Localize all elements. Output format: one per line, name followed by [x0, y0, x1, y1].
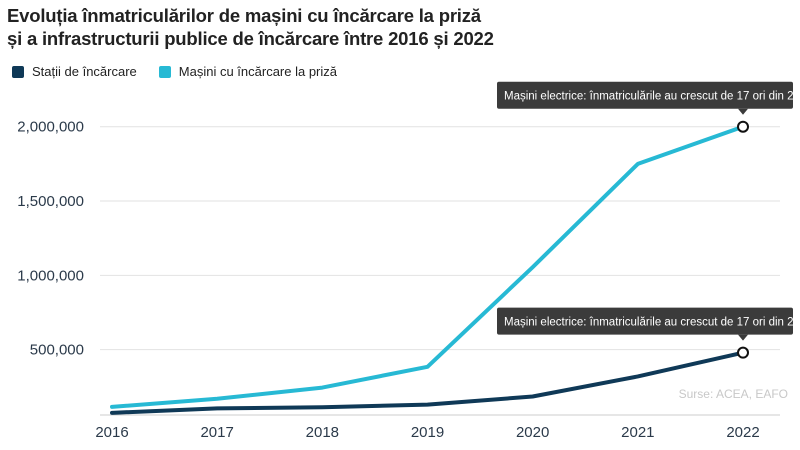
source-note: Surse: ACEA, EAFO [679, 387, 788, 401]
chart-title: Evoluția înmatriculărilor de mașini cu î… [7, 4, 494, 50]
legend: Stații de încărcare Mașini cu încărcare … [12, 64, 359, 79]
series-line-cars [110, 124, 745, 409]
y-tick-label: 1,000,000 [17, 267, 84, 284]
title-line-1: Evoluția înmatriculărilor de mașini cu î… [7, 5, 481, 26]
annotation-marker[interactable] [737, 120, 749, 133]
x-tick-label: 2016 [95, 424, 128, 441]
legend-item-stations[interactable]: Stații de încărcare [12, 64, 137, 79]
legend-label-cars: Mașini cu încărcare la priză [178, 64, 338, 79]
legend-item-cars[interactable]: Mașini cu încărcare la priză [158, 64, 338, 79]
x-tick-label: 2017 [200, 424, 233, 441]
x-tick-label: 2020 [516, 424, 549, 441]
y-tick-label: 500,000 [30, 342, 84, 359]
x-tick-label: 2021 [621, 424, 654, 441]
legend-swatch-stations [12, 65, 24, 78]
x-axis: 2016 2017 2018 2019 2020 2021 2022 [95, 414, 780, 441]
legend-swatch-cars [158, 65, 171, 78]
annotation-marker[interactable] [737, 346, 749, 359]
gridlines [100, 126, 780, 351]
x-tick-label: 2018 [306, 424, 339, 441]
y-tick-label: 1,500,000 [17, 193, 84, 210]
x-tick-label: 2022 [726, 424, 759, 441]
annotation-label: Mașini electrice: înmatriculările au cre… [504, 317, 800, 329]
annotation-box [497, 307, 793, 335]
annotation-pointer [738, 108, 748, 115]
annotation-pointer [738, 334, 748, 341]
y-tick-label: 2,000,000 [17, 119, 84, 136]
y-axis: 500,000 1,000,000 1,500,000 2,000,000 [17, 119, 84, 359]
title-line-2: și a infrastructurii publice de încărcar… [7, 28, 494, 49]
series-line-stations [110, 350, 745, 415]
x-tick-label: 2019 [411, 424, 444, 441]
annotations-layer: Mașini electrice: înmatriculările au cre… [497, 81, 800, 359]
legend-label-stations: Stații de încărcare [32, 64, 137, 79]
series-layer [110, 124, 745, 415]
annotation-box [497, 81, 793, 109]
annotation-label: Mașini electrice: înmatriculările au cre… [504, 91, 800, 103]
